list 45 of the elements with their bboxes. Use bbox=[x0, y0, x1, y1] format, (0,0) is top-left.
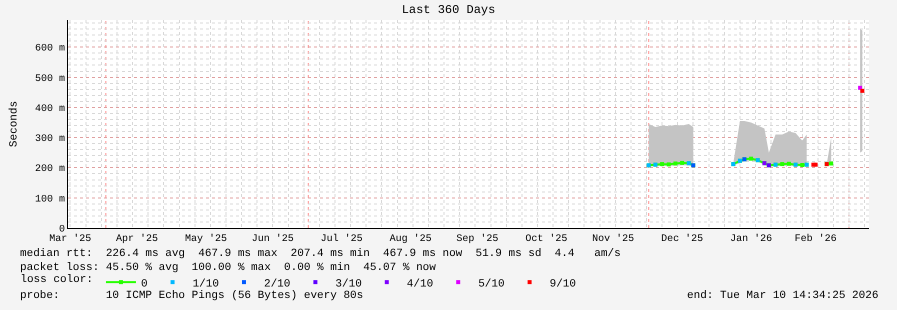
legend-label: 5/10 bbox=[478, 278, 505, 290]
text: probe: 10 ICMP Echo Pings (56 Bytes) every 80s bbox=[20, 290, 364, 302]
text: packet loss: 45.50 % avg 100.00 % max 0.00 % min 45.07 % now bbox=[20, 262, 436, 274]
x-tick-label: Mar '25 bbox=[49, 233, 92, 245]
y-tick-label: 100 m bbox=[34, 194, 65, 206]
x-tick-label: Aug '25 bbox=[390, 233, 432, 245]
point bbox=[858, 86, 862, 90]
legend-label: 1/10 bbox=[192, 278, 219, 290]
legend-label: 4/10 bbox=[406, 278, 434, 290]
point bbox=[749, 156, 754, 161]
y-tick-label: 200 m bbox=[34, 164, 65, 176]
chart-title: Last 360 Days bbox=[402, 3, 496, 18]
point bbox=[814, 162, 818, 167]
x-tick-label: Apr '25 bbox=[116, 233, 158, 245]
legend-label: 2/10 bbox=[264, 278, 290, 290]
x-tick-label: May '25 bbox=[184, 233, 227, 245]
point bbox=[786, 162, 791, 166]
y-tick-label: 600 m bbox=[34, 44, 65, 55]
y-tick-label: 300 m bbox=[34, 134, 65, 146]
point bbox=[780, 162, 784, 166]
x-tick-label: Jul '25 bbox=[320, 233, 363, 245]
point bbox=[800, 163, 804, 167]
x-tick-label: Dec '25 bbox=[661, 233, 704, 245]
point bbox=[666, 162, 671, 166]
legend-label: 9/10 bbox=[550, 278, 576, 290]
text: median rtt: 226.4 ms avg 467.9 ms max 207.4 ms min 467.9 ms now 51.9 ms sd 4.4 am/s bbox=[20, 248, 621, 260]
point bbox=[860, 88, 864, 93]
y-tick-label: 500 m bbox=[34, 74, 65, 85]
legend-label: 3/10 bbox=[335, 278, 362, 290]
point bbox=[660, 162, 664, 166]
x-tick-label: Oct '25 bbox=[525, 233, 568, 245]
point bbox=[673, 161, 678, 166]
point bbox=[829, 161, 834, 166]
x-tick-label: Sep '25 bbox=[456, 233, 498, 245]
x-tick-label: Jan '26 bbox=[730, 233, 772, 245]
legend-label: 0 bbox=[140, 278, 148, 290]
legend-title: loss color: bbox=[20, 274, 93, 286]
y-tick-label: 400 m bbox=[34, 104, 65, 115]
point bbox=[680, 160, 684, 165]
x-tick-label: Jun '25 bbox=[252, 233, 294, 245]
text: end: Tue Mar 10 14:34:25 2026 bbox=[687, 290, 878, 302]
x-tick-label: Feb '26 bbox=[794, 233, 837, 245]
y-axis-title: Seconds bbox=[8, 100, 21, 148]
x-tick-label: Nov '25 bbox=[592, 233, 634, 245]
y-tick-label: 0 bbox=[58, 224, 65, 236]
